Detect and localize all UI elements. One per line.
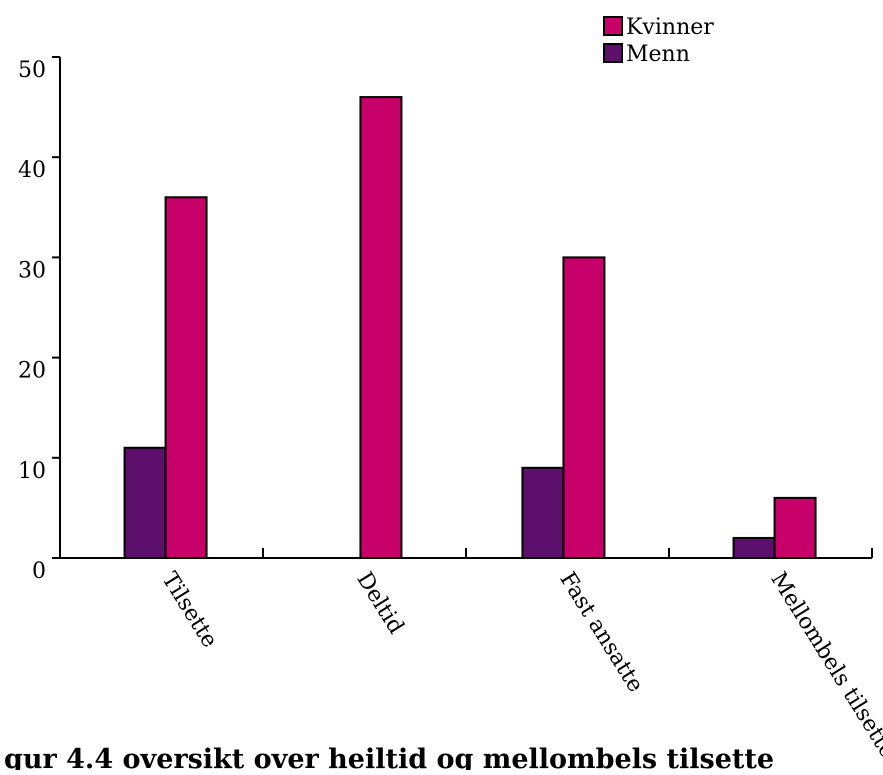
x-category-label: Fast ansatte (554, 568, 647, 697)
bar-kvinner (164, 196, 208, 559)
bar-kvinner (773, 496, 817, 560)
chart-bars (123, 96, 817, 560)
legend-label-menn: Menn (626, 42, 690, 67)
bar-menn (521, 466, 565, 560)
y-axis-ticks: 0 10 20 30 40 50 (18, 56, 60, 584)
bar-menn (123, 446, 167, 559)
bar-menn (732, 536, 776, 560)
figure-caption: gur 4.4 oversikt over heiltid og mellomb… (4, 744, 774, 770)
y-tick-label: 50 (18, 58, 46, 83)
bar-kvinner (562, 256, 606, 559)
x-category-label: Tilsette (156, 568, 222, 652)
x-category-label: Deltid (351, 568, 408, 639)
y-tick-label: 0 (32, 559, 46, 584)
y-tick-label: 10 (18, 459, 46, 484)
x-category-label: Mellombels tilsette (765, 568, 883, 763)
legend-swatch-menn (603, 43, 623, 63)
bar-kvinner (359, 96, 403, 560)
y-tick-label: 30 (18, 258, 46, 283)
x-axis-categories: Tilsette Deltid Fast ansatte Mellombels til… (156, 568, 883, 763)
y-tick-label: 20 (18, 359, 46, 384)
legend-swatch-kvinner (603, 16, 623, 36)
legend-label-kvinner: Kvinner (626, 15, 714, 40)
y-tick-label: 40 (18, 158, 46, 183)
